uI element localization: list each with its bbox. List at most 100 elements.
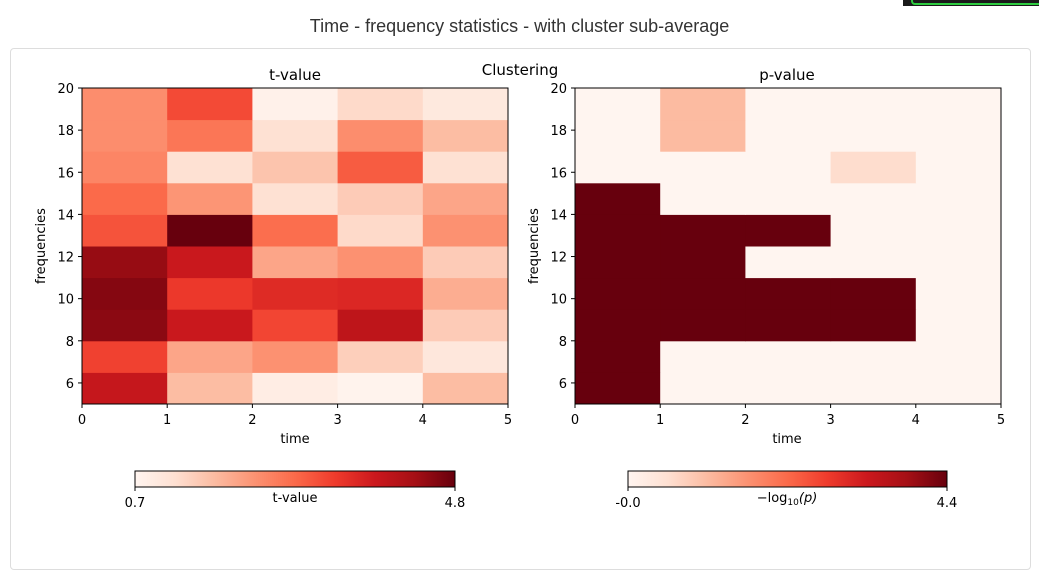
t-value-cell [337,340,424,373]
t-value-x-ticks: 0 1 2 3 4 5 [78,404,512,428]
p-value-cell [660,372,746,405]
t-value-cell [82,246,168,279]
t-value-cell [82,182,168,215]
t-value-cell [82,277,168,310]
p-value-x-ticks: 0 1 2 3 4 5 [571,404,1005,428]
t-value-cell [252,88,339,121]
t-value-y-tick-label: 10 [57,293,74,308]
t-value-colorbar-min-label: 0.7 [125,496,146,511]
t-value-cell [252,119,339,152]
t-value-cell [337,182,424,215]
p-value-y-tick-label: 6 [559,377,567,392]
t-value-cell [82,309,168,342]
t-value-cell [337,151,424,184]
t-value-cell [252,151,339,184]
t-value-cell [422,340,509,373]
p-value-cell [915,340,1002,373]
t-value-title: t-value [269,66,321,84]
t-value-cell [337,214,424,247]
t-value-y-tick-label: 16 [57,166,74,181]
t-value-cell [82,372,168,405]
p-value-cell [660,88,746,121]
p-value-x-tick-label: 2 [741,413,749,428]
p-value-y-ticks: 6 8 10 12 14 16 18 20 [550,82,575,392]
t-value-y-ticks: 6 8 10 12 14 16 18 20 [57,82,82,392]
p-value-cell [660,119,746,152]
p-value-cell [575,151,661,184]
p-value-cell [830,246,917,279]
p-value-cell [660,277,746,310]
t-value-axes-frame [81,87,509,405]
t-value-cell [337,88,424,121]
t-value-x-tick-label: 2 [248,413,256,428]
t-value-cell [252,372,339,405]
t-value-cell [167,372,253,405]
t-value-cell [337,246,424,279]
p-value-cell [660,151,746,184]
t-value-cell [422,151,509,184]
p-value-ylabel: frequencies [527,208,542,284]
t-value-cells [82,88,509,405]
t-value-cell [337,119,424,152]
p-value-cell [660,340,746,373]
t-value-x-tick-label: 5 [504,413,512,428]
t-value-x-tick-label: 0 [78,413,86,428]
t-value-cell [252,340,339,373]
p-value-cell [660,309,746,342]
p-value-cell [575,182,661,215]
t-value-y-tick-label: 6 [66,377,74,392]
t-value-cell [82,340,168,373]
figure-suptitle: Clustering [482,61,558,79]
p-value-cell [575,214,661,247]
p-value-colorbar-label-sub: 10 [787,498,799,508]
t-value-cell [422,246,509,279]
p-value-y-tick-label: 8 [559,335,567,350]
p-value-x-tick-label: 1 [656,413,664,428]
p-value-cell [745,246,832,279]
t-value-cell [252,246,339,279]
t-value-cell [252,214,339,247]
p-value-colorbar-label: −log10(p) [757,491,818,508]
p-value-cell [915,277,1002,310]
p-value-colorbar-min-label: -0.0 [615,496,640,511]
p-value-cell [745,340,832,373]
t-value-cell [167,309,253,342]
p-value-cell [575,340,661,373]
p-value-cell [830,309,917,342]
t-value-y-tick-label: 14 [57,208,74,223]
p-value-cell [830,277,917,310]
t-value-cell [82,88,168,121]
p-value-cell [830,151,917,184]
p-value-cell [830,88,917,121]
t-value-y-tick-label: 8 [66,335,74,350]
p-value-cell [745,151,832,184]
p-value-cell [745,182,832,215]
p-value-cell [830,372,917,405]
p-value-y-tick-label: 20 [550,82,567,97]
p-value-x-tick-label: 0 [571,413,579,428]
p-value-cell [830,214,917,247]
p-value-cells [575,88,1002,405]
t-value-cell [167,214,253,247]
p-value-cell [745,214,832,247]
p-value-y-tick-label: 12 [550,251,567,266]
p-value-colorbar-label-arg: (p) [799,491,817,506]
p-value-x-tick-label: 4 [912,413,920,428]
p-value-cell [830,119,917,152]
t-value-y-tick-label: 20 [57,82,74,97]
t-value-y-tick-label: 12 [57,251,74,266]
p-value-cell [830,340,917,373]
t-value-cell [422,119,509,152]
p-value-xlabel: time [772,432,801,447]
t-value-y-tick-label: 18 [57,124,74,139]
p-value-cell [660,246,746,279]
t-value-cell [252,277,339,310]
t-value-cell [167,277,253,310]
p-value-cell [660,182,746,215]
t-value-cell [167,151,253,184]
p-value-cell [915,182,1002,215]
t-value-cell [422,277,509,310]
